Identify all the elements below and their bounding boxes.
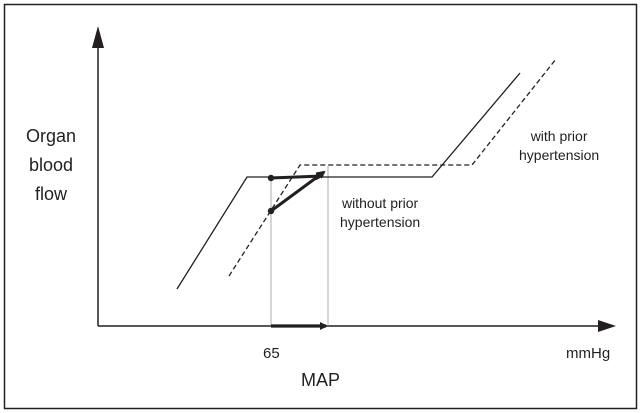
x-axis-label: MAP bbox=[301, 370, 341, 390]
annotation-with-prior: with prior hypertension bbox=[519, 127, 599, 165]
x-tick-label: 65 bbox=[263, 345, 280, 362]
y-axis-label-line-2: blood bbox=[28, 155, 74, 175]
annotation-without-prior: without prior hypertension bbox=[340, 194, 420, 232]
annotation-with-prior-line-1: with prior bbox=[530, 128, 588, 144]
annotation-with-prior-line-2: hypertension bbox=[519, 147, 600, 163]
curve-without-prior-hypertension bbox=[176, 72, 521, 290]
flow-drop-arrow bbox=[270, 170, 326, 213]
curve-with-prior-hypertension bbox=[228, 58, 557, 277]
x-unit-label: mmHg bbox=[566, 345, 611, 362]
point-upper bbox=[267, 174, 275, 182]
annotation-without-prior-line-1: without prior bbox=[341, 195, 419, 211]
figure-border bbox=[3, 3, 638, 410]
y-axis-arrow bbox=[92, 26, 104, 48]
x-axis-arrow bbox=[598, 320, 616, 332]
annotation-without-prior-line-2: hypertension bbox=[340, 214, 421, 230]
plateau-arrow bbox=[270, 172, 324, 181]
y-axis-label-line-3: flow bbox=[34, 184, 67, 204]
y-axis-label: Organ blood flow bbox=[16, 122, 86, 209]
point-lower bbox=[267, 207, 275, 215]
y-axis-label-line-1: Organ bbox=[25, 126, 77, 146]
